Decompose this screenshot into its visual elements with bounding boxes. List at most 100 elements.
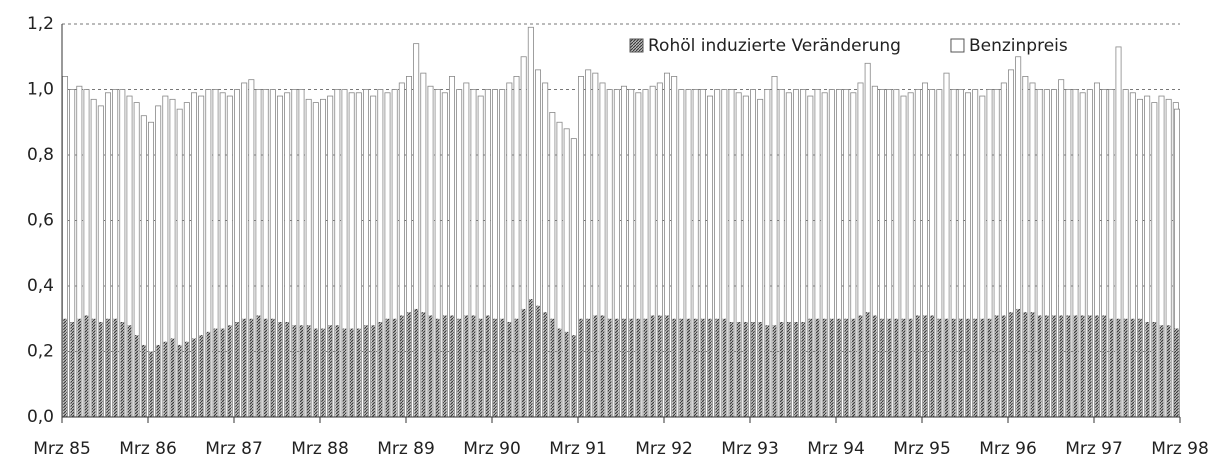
bar (636, 318, 641, 417)
bar (607, 318, 612, 417)
bar (629, 318, 633, 417)
bar (1009, 312, 1013, 417)
bar (163, 341, 168, 417)
bar (1016, 308, 1020, 417)
bar (378, 322, 383, 417)
bar (385, 318, 390, 417)
bar (256, 315, 261, 417)
bar (744, 322, 748, 417)
bar (500, 318, 504, 417)
bar (586, 318, 590, 417)
bar (364, 325, 368, 417)
bar (213, 328, 218, 417)
bar (873, 315, 877, 417)
bar (1045, 315, 1049, 417)
bar (772, 325, 777, 417)
bar (715, 318, 719, 417)
bar (235, 322, 239, 417)
bar (1030, 312, 1035, 417)
bar (428, 315, 433, 417)
bar (751, 322, 755, 417)
bar (471, 315, 476, 417)
bar (514, 318, 519, 417)
bar (844, 318, 848, 417)
bar (994, 315, 999, 417)
bar (156, 344, 160, 417)
bar (285, 322, 289, 417)
bar (1080, 315, 1085, 417)
bar (615, 318, 619, 417)
bar (830, 318, 834, 417)
bar (1073, 315, 1078, 417)
bar (1102, 315, 1106, 417)
bar (321, 328, 325, 417)
bar (464, 315, 469, 417)
bar (263, 318, 268, 417)
bar (1175, 328, 1179, 417)
bar (486, 315, 490, 417)
bar (493, 318, 497, 417)
bar (1123, 318, 1128, 417)
bar (930, 315, 934, 417)
bar (170, 338, 175, 417)
bar (708, 318, 712, 417)
bar (1109, 318, 1114, 417)
bar (944, 318, 949, 417)
bar (1052, 315, 1056, 417)
x-tick-label: Mrz 93 (721, 439, 779, 459)
bar (185, 341, 189, 417)
bar (865, 312, 870, 417)
bar (177, 344, 182, 417)
bar (665, 315, 669, 417)
bar (421, 312, 426, 417)
bar (127, 325, 132, 417)
bar (142, 344, 146, 417)
bar (70, 322, 74, 417)
x-tick-label: Mrz 94 (807, 439, 865, 459)
bar (149, 351, 153, 417)
bar (801, 322, 805, 417)
legend-label: Benzinpreis (969, 36, 1068, 56)
bar (192, 338, 196, 417)
bar (808, 318, 813, 417)
x-tick-label: Mrz 97 (1065, 439, 1123, 459)
bar (557, 328, 562, 417)
bar (1023, 312, 1028, 417)
bar (328, 325, 332, 417)
bar (299, 325, 304, 417)
bar (292, 325, 297, 417)
y-tick-label: 0,2 (27, 342, 54, 362)
bar (1095, 315, 1099, 417)
bar (1059, 315, 1063, 417)
bar (357, 328, 361, 417)
bar (1159, 325, 1164, 417)
bar (99, 322, 103, 417)
bar (579, 318, 583, 417)
bar (643, 318, 648, 417)
bar (822, 318, 827, 417)
bar (450, 315, 454, 417)
bar (693, 318, 698, 417)
bar (973, 318, 977, 417)
bar (787, 322, 791, 417)
y-tick-label: 1,2 (27, 14, 54, 34)
x-tick-label: Mrz 96 (979, 439, 1037, 459)
x-tick-label: Mrz 92 (635, 439, 693, 459)
bar (736, 322, 741, 417)
x-tick-label: Mrz 89 (377, 439, 435, 459)
bar (1088, 315, 1092, 417)
bar (887, 318, 891, 417)
bar (987, 318, 992, 417)
bar (901, 318, 906, 417)
bar (779, 322, 784, 417)
bar (435, 318, 440, 417)
bar (407, 312, 411, 417)
bar (106, 318, 110, 417)
bar (478, 318, 483, 417)
bar (937, 318, 942, 417)
bar (722, 318, 727, 417)
bar (729, 322, 734, 417)
bar (650, 315, 655, 417)
y-tick-label: 0,6 (27, 211, 54, 231)
